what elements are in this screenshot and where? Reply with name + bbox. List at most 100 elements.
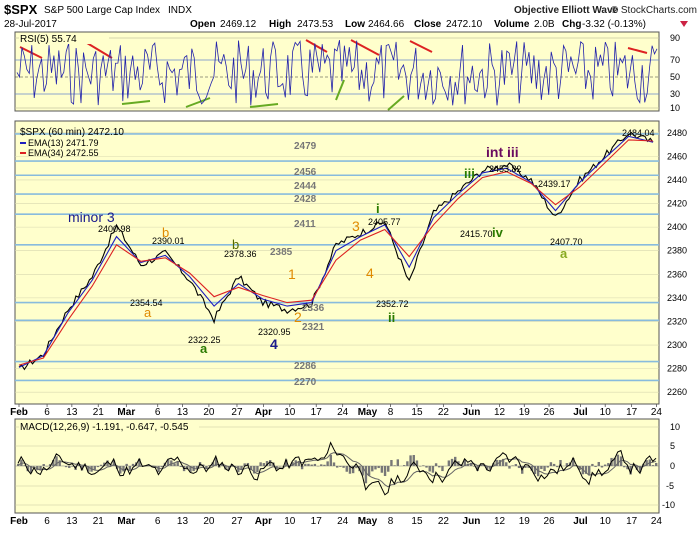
macd-histogram-bar [94, 466, 96, 470]
price-annot-2415-70: 2415.70 [460, 229, 493, 239]
macd-histogram-bar [556, 466, 558, 467]
macd-panel: MACD(12,26,9) -1.191, -0.647, -0.545 10 … [15, 419, 680, 513]
level-label-2385: 2385 [270, 247, 293, 258]
macd-histogram-bar [406, 461, 408, 466]
macd-histogram-bar [393, 465, 395, 466]
macd-histogram-bar [177, 462, 179, 466]
macd-histogram-bar [33, 466, 35, 467]
price-axis-tick: 2360 [667, 269, 687, 279]
price-axis: 2480246024402420240023802360234023202300… [667, 128, 687, 397]
macd-histogram-bar [122, 466, 124, 471]
wave-label-minor-3: minor 3 [68, 209, 115, 225]
x-axis-bottom-tick: 17 [311, 516, 323, 527]
x-axis-bottom-tick: 10 [600, 516, 612, 527]
x-axis-bottom-tick: 26 [543, 516, 555, 527]
macd-histogram-bar [339, 466, 341, 467]
x-axis-tick: Jun [463, 407, 481, 418]
macd-histogram-bar [422, 465, 424, 466]
price-annot-2484-04: 2484.04 [622, 128, 655, 138]
price-annot-2352-72: 2352.72 [376, 299, 409, 309]
macd-histogram-bar [397, 459, 399, 466]
x-axis-bottom-tick: 13 [66, 516, 78, 527]
macd-histogram-bar [259, 462, 261, 466]
wave-label-a-green: a [200, 341, 208, 356]
chg-label: Chg [562, 19, 581, 30]
macd-histogram-bar [598, 462, 600, 466]
volume-label: Volume [494, 19, 530, 30]
macd-histogram-bar [381, 466, 383, 473]
macd-histogram-bar [652, 465, 654, 466]
macd-histogram-bar [438, 466, 440, 467]
rsi-scale-70: 70 [670, 55, 680, 65]
macd-histogram-bar [655, 463, 657, 466]
legend-ema13: EMA(13) 2471.79 [28, 138, 99, 148]
x-axis-tick: 10 [600, 407, 612, 418]
macd-histogram-bar [43, 464, 45, 466]
wave-label-iii-green: iii [464, 166, 475, 181]
macd-histogram-bar [540, 466, 542, 469]
macd-histogram-bar [588, 466, 590, 475]
price-axis-tick: 2340 [667, 293, 687, 303]
x-axis-tick: 24 [337, 407, 349, 418]
x-axis-tick: 8 [388, 407, 394, 418]
price-panel: 2480246024402420240023802360234023202300… [15, 121, 687, 404]
rsi-panel: RSI(5) 55.74 90 70 50 30 10 [15, 32, 680, 113]
x-axis-tick: 10 [284, 407, 296, 418]
macd-histogram-bar [515, 464, 517, 466]
x-axis-tick: 6 [44, 407, 50, 418]
wave-label-ii-green: ii [388, 310, 395, 325]
x-axis-bottom-tick: 13 [177, 516, 189, 527]
macd-histogram-bar [547, 466, 549, 468]
macd-histogram-bar [365, 466, 367, 483]
x-axis-bottom-tick: 15 [411, 516, 423, 527]
x-axis-bottom-tick: 8 [388, 516, 394, 527]
macd-histogram-bar [432, 466, 434, 473]
macd-histogram-bar [623, 466, 625, 467]
macd-histogram-bar [607, 463, 609, 466]
macd-scale-5: 5 [670, 441, 675, 451]
low-value: 2464.66 [368, 19, 405, 30]
macd-scale-0: 0 [670, 461, 675, 471]
macd-histogram-bar [256, 466, 258, 472]
macd-histogram-bar [161, 466, 163, 467]
x-axis-tick: 6 [155, 407, 161, 418]
x-axis-tick: 12 [494, 407, 506, 418]
macd-histogram-bar [448, 460, 450, 466]
x-axis-bottom-tick: 21 [93, 516, 105, 527]
wave-label-b-orange: b [162, 225, 169, 240]
macd-histogram-bar [550, 462, 552, 466]
macd-label: MACD(12,26,9) -1.191, -0.647, -0.545 [20, 422, 189, 433]
wave-label-int-iii: int iii [486, 144, 519, 160]
chart-date: 28-Jul-2017 [4, 19, 57, 30]
low-label: Low [345, 19, 365, 30]
x-axis-tick: 17 [626, 407, 638, 418]
level-label-2411: 2411 [294, 219, 316, 230]
macd-histogram-bar [374, 466, 376, 469]
x-axis-bottom-tick: 27 [231, 516, 243, 527]
x-axis-bottom-tick: 19 [519, 516, 531, 527]
macd-histogram-bar [505, 462, 507, 466]
macd-histogram-bar [307, 464, 309, 466]
x-axis-bottom-tick: 22 [438, 516, 450, 527]
macd-histogram-bar [323, 465, 325, 466]
x-axis-tick: 22 [438, 407, 450, 418]
copyright-label: © StockCharts.com [611, 5, 697, 16]
macd-histogram-bar [594, 466, 596, 467]
price-axis-tick: 2420 [667, 199, 687, 209]
wave-label-4-orange: 4 [366, 265, 374, 281]
macd-histogram-bar [435, 463, 437, 466]
price-axis-tick: 2440 [667, 175, 687, 185]
macd-histogram-bar [125, 464, 127, 466]
price-annot-2405-77: 2405.77 [368, 217, 401, 227]
level-label-2286: 2286 [294, 361, 317, 372]
close-label: Close [414, 19, 442, 30]
macd-histogram-bar [346, 466, 348, 472]
macd-histogram-bar [330, 455, 332, 466]
x-axis-bottom-tick: 6 [44, 516, 50, 527]
macd-histogram-bar [129, 466, 131, 470]
macd-histogram-bar [180, 466, 182, 467]
x-axis-tick: 21 [93, 407, 105, 418]
macd-histogram-bar [173, 463, 175, 466]
